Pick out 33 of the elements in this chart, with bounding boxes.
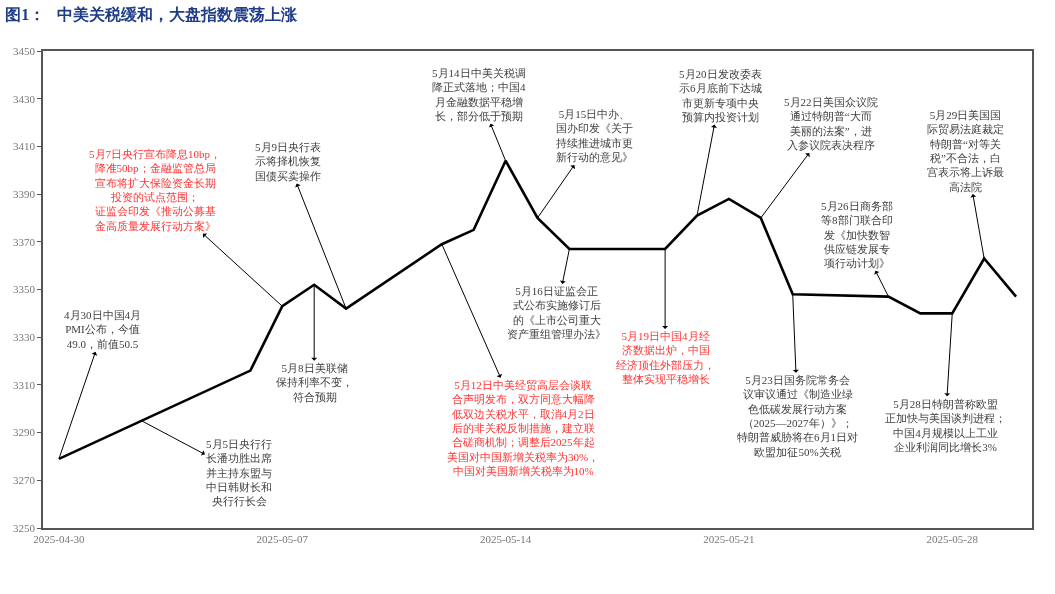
y-tick-label: 3410	[13, 140, 36, 153]
y-tick-label: 3390	[13, 187, 36, 200]
y-tick-label: 3430	[13, 92, 36, 105]
y-tick-label: 3350	[13, 283, 36, 296]
annotation: 5月14日中美关税调降正式落地；中国4月金融数据平稳增长，部分低于预期	[432, 67, 526, 122]
annotation: 5月26日商务部等8部门联合印发《加快数智供应链发展专项行动计划》	[821, 200, 893, 270]
y-tick-label: 3310	[13, 378, 36, 391]
y-tick-label: 3330	[13, 331, 36, 344]
annotation: 5月22日美国众议院通过特朗普“大而美丽的法案”，进入参议院表决程序	[784, 96, 878, 151]
annotation: 5月16日证监会正式公布实施修订后的《上市公司重大资产重组管理办法》	[507, 285, 606, 340]
annotation: 5月5日央行行长潘功胜出席并主持东盟与中日韩财长和央行行长会	[206, 438, 272, 508]
annotation: 5月15日中办、国办印发《关于持续推进城市更新行动的意见》	[556, 108, 633, 163]
y-tick-label: 3270	[13, 474, 36, 487]
y-tick-label: 3290	[13, 426, 36, 439]
annotation: 4月30日中国4月PMI公布，今值49.0，前值50.5	[64, 309, 141, 350]
annotation: 5月7日央行宣布降息10bp，降准50bp；金融监管总局宣布将扩大保险资金长期投资的试点范围；证监会印发《推动公募基金高质量发展行动方案》	[89, 148, 221, 232]
annotation: 5月28日特朗普称欧盟正加快与美国谈判进程；中国4月规模以上工业企业利润同比增长3%	[885, 398, 1006, 453]
annotation: 5月12日中美经贸高层会谈联合声明发布，双方同意大幅降低双边关税水平，取消4月2日后的非关税反制措施，建立联合磋商机制；调整后2025年起美国对中国新增关税率为30%，中国对美国新增关税率为10%	[447, 379, 600, 477]
annotation: 5月19日中国4月经济数据出炉，中国经济顶住外部压力，整体实现平稳增长	[616, 330, 715, 385]
annotation: 5月9日央行表示将择机恢复国债买卖操作	[255, 141, 321, 182]
x-tick-label: 2025-05-07	[256, 532, 309, 545]
x-tick-label: 2025-05-14	[479, 532, 532, 545]
y-tick-label: 3450	[13, 44, 36, 57]
chart-title: 图1： 中美关税缓和，大盘指数震荡上涨	[5, 5, 299, 24]
annotation: 5月29日美国国际贸易法庭裁定特朗普“对等关税”不合法，白宫表示将上诉最高法院	[927, 109, 1004, 193]
x-tick-label: 2025-04-30	[33, 532, 86, 545]
x-tick-label: 2025-05-21	[703, 532, 755, 545]
annotation: 5月20日发改委表示6月底前下达城市更新专项中央预算内投资计划	[679, 68, 762, 123]
y-tick-label: 3370	[13, 235, 36, 248]
annotation: 5月23日国务院常务会议审议通过《制造业绿色低碳发展行动方案（2025—2027年）》；特朗普威胁将在6月1日对欧盟加征50%关税	[737, 374, 858, 458]
y-tick-label: 3250	[13, 521, 36, 534]
x-tick-label: 2025-05-28	[926, 532, 979, 545]
annotation: 5月8日美联储保持利率不变，符合预期	[276, 362, 353, 403]
